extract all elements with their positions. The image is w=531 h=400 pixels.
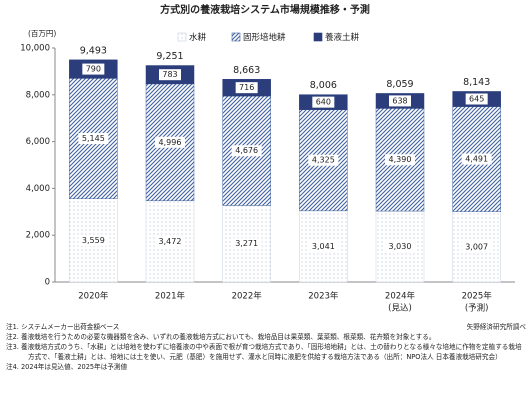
label-box [82,63,105,75]
y-tick-label: 8,000 [26,90,50,100]
y-tick-label: 0 [45,278,50,288]
notes: 矢野経済研究所調べ 注1. システムメーカー出荷金額ベース注2. 養液栽培を行う… [6,322,526,372]
y-tick-label: 4,000 [26,184,50,194]
data-label: 645 [469,95,484,104]
data-label: 3,007 [465,242,488,251]
y-tick-label: 2,000 [26,231,50,241]
legend-swatch [231,32,241,42]
total-label: 8,059 [386,79,413,90]
legend-swatch [313,32,323,42]
total-label: 8,006 [310,80,337,91]
chart: 方式別の養液栽培システム市場規模推移・予測 (百万円) 0 2,000 4,000 6… [20,3,515,314]
note: 注3. 養液栽培方式のうち、「水耕」とは培地を使わずに培養液の中や表面で根が育つ… [6,343,522,361]
data-label: 3,271 [235,239,258,248]
data-label: 3,041 [312,242,335,251]
data-label: 4,996 [159,138,182,147]
x-tick-label: 2020年 [78,291,109,302]
total-label: 8,143 [463,77,490,88]
y-tick-label: 6,000 [26,137,50,147]
label-box [461,153,492,165]
data-label: 3,559 [82,236,105,245]
data-label: 4,676 [235,146,258,155]
legend-label: 固形培地耕 [243,32,286,43]
data-label: 638 [392,96,407,105]
label-box [465,93,488,105]
x-tick-note: (見込) [388,303,412,314]
total-label: 9,493 [80,45,107,56]
chart-title: 方式別の養液栽培システム市場規模推移・予測 [160,3,370,16]
label-box [78,133,109,145]
label-box [159,69,181,81]
data-label: 783 [162,70,177,79]
label-box [385,241,415,253]
y-unit: (百万円) [28,29,56,38]
note: 注2. 養液栽培を行うための必要な機器類を含み、いずれの養液栽培方式においても、… [6,333,436,341]
label-box [461,241,492,253]
note: 注4. 2024年は見込値、2025年は予測値 [6,363,128,371]
label-box [235,82,258,94]
data-label: 716 [239,83,254,92]
data-label: 640 [316,98,331,107]
total-label: 8,663 [233,65,260,76]
label-box [155,235,185,247]
label-box [231,145,262,157]
label-box [78,234,109,246]
legend-swatch [177,32,187,42]
legend-label: 水耕 [189,32,207,43]
data-label: 790 [86,65,101,74]
data-label: 3,472 [159,237,182,246]
data-label: 4,491 [465,155,488,164]
label-box [308,240,339,252]
label-box [385,154,415,166]
x-tick-label: 2023年 [308,291,339,302]
x-tick-label: 2021年 [155,291,186,302]
data-label: 3,030 [389,242,412,251]
label-box [155,136,185,148]
data-label: 4,390 [389,155,412,164]
legend-label: 養液土耕 [325,32,360,43]
data-label: 5,145 [82,134,105,143]
note: 注1. システムメーカー出荷金額ベース [6,323,120,331]
y-tick-label: 10,000 [20,44,50,54]
x-tick-label: 2025年 [462,291,493,302]
x-tick-label: 2022年 [232,291,263,302]
label-box [312,96,335,108]
label-box [231,238,262,250]
data-label: 4,325 [312,156,335,165]
x-tick-label: 2024年 [385,291,416,302]
label-box [389,95,411,107]
source: 矢野経済研究所調べ [466,323,526,331]
label-box [308,154,339,166]
total-label: 9,251 [156,51,183,62]
x-tick-note: (予測) [465,303,489,314]
